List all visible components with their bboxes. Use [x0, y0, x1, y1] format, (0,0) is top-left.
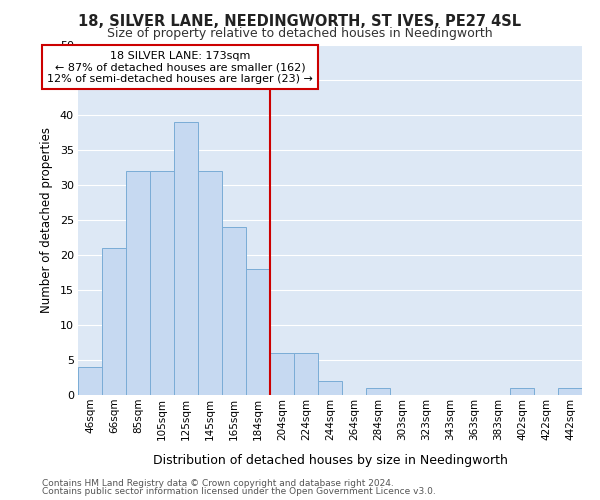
Bar: [174, 122, 198, 395]
Y-axis label: Number of detached properties: Number of detached properties: [40, 127, 53, 313]
Bar: [510, 388, 534, 395]
Text: Contains public sector information licensed under the Open Government Licence v3: Contains public sector information licen…: [42, 488, 436, 496]
Bar: [366, 388, 390, 395]
X-axis label: Distribution of detached houses by size in Needingworth: Distribution of detached houses by size …: [152, 454, 508, 467]
Bar: [558, 388, 582, 395]
Text: 18, SILVER LANE, NEEDINGWORTH, ST IVES, PE27 4SL: 18, SILVER LANE, NEEDINGWORTH, ST IVES, …: [79, 14, 521, 29]
Bar: [318, 381, 342, 395]
Bar: [294, 353, 318, 395]
Bar: [126, 171, 150, 395]
Bar: [222, 227, 246, 395]
Text: Size of property relative to detached houses in Needingworth: Size of property relative to detached ho…: [107, 28, 493, 40]
Text: 18 SILVER LANE: 173sqm
← 87% of detached houses are smaller (162)
12% of semi-de: 18 SILVER LANE: 173sqm ← 87% of detached…: [47, 50, 313, 84]
Bar: [198, 171, 222, 395]
Bar: [270, 353, 294, 395]
Bar: [246, 269, 270, 395]
Text: Contains HM Land Registry data © Crown copyright and database right 2024.: Contains HM Land Registry data © Crown c…: [42, 478, 394, 488]
Bar: [102, 248, 126, 395]
Bar: [150, 171, 174, 395]
Bar: [78, 367, 102, 395]
